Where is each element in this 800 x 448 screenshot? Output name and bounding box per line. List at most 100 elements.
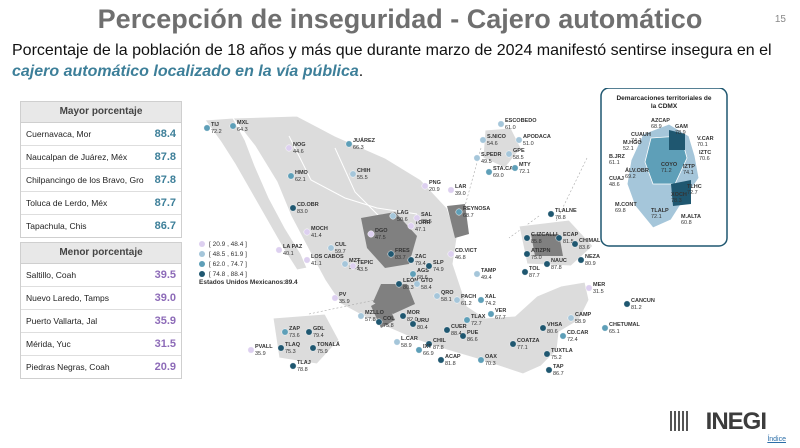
city-value: 80.6 [547, 329, 558, 335]
city-dot [547, 210, 555, 218]
city-value: 86.6 [467, 337, 478, 343]
cdmx-district-label: M.CONT [615, 202, 637, 208]
city-label: CHIL [433, 338, 446, 344]
city-dot [567, 314, 575, 322]
city-value: 20.9 [154, 361, 176, 373]
city-label: TONALÁ [317, 341, 340, 348]
table-row: Toluca de Lerdo, Méx 87.7 [21, 192, 181, 215]
cdmx-district-value: 52.1 [623, 146, 634, 152]
city-value: 87.8 [433, 345, 444, 351]
city-label: TIJ [211, 122, 219, 128]
city-dot [433, 292, 441, 300]
city-value: 35.9 [339, 299, 350, 305]
city-value: 58.4 [421, 285, 432, 291]
city-value: 80.4 [417, 325, 428, 331]
city-dot [539, 324, 547, 332]
city-dot [303, 256, 311, 264]
city-value: 87.8 [154, 151, 176, 163]
city-name: Nuevo Laredo, Tamps [26, 293, 110, 303]
table-row: Nuevo Laredo, Tamps 39.0 [21, 287, 181, 310]
city-dot [285, 144, 293, 152]
city-dot [349, 170, 357, 178]
city-dot [413, 214, 421, 222]
city-value: 75.0 [531, 255, 542, 261]
city-dot [463, 316, 471, 324]
city-label: PACH [461, 294, 476, 300]
city-value: 78.8 [555, 215, 566, 221]
city-value: 51.0 [523, 141, 534, 147]
cdmx-district-label: IZTP [683, 164, 695, 170]
subtitle: Porcentaje de la población de 18 años y … [12, 40, 792, 82]
city-value: 72.7 [471, 321, 482, 327]
city-dot [473, 270, 481, 278]
city-dot [203, 124, 211, 132]
city-value: 39.0 [154, 292, 176, 304]
city-value: 41.4 [311, 233, 322, 239]
national-value: 89.4 [285, 279, 298, 286]
city-label: TOL [529, 266, 541, 272]
city-name: Cuernavaca, Mor [26, 129, 92, 139]
city-value: 83.6 [579, 245, 590, 251]
city-name: Naucalpan de Juárez, Méx [26, 152, 128, 162]
city-name: Mérida, Yuc [26, 339, 71, 349]
city-label: ZAC [415, 254, 426, 260]
city-dot [341, 260, 349, 268]
city-value: 39.0 [455, 191, 466, 197]
city-value: 75.8 [383, 323, 394, 329]
city-label: CUER [451, 324, 467, 330]
city-label: COL [383, 316, 395, 322]
cdmx-district-value: 68.9 [651, 124, 662, 130]
city-label: PUE [467, 330, 479, 336]
cdmx-district-value: 71.2 [661, 168, 672, 174]
city-label: NEZA [585, 254, 600, 260]
city-label: CHETUMAL [609, 322, 640, 328]
cdmx-district-value: 69.8 [615, 208, 626, 214]
mexico-map: Demarcaciones territoriales de la CDMX A… [199, 88, 728, 377]
cdmx-district-value: 78.9 [675, 130, 686, 136]
legend-label-2: [ 48.5 , 61.9 ] [209, 251, 247, 258]
city-dot [555, 234, 563, 242]
legend-swatch-2 [199, 251, 205, 257]
cdmx-title-1: Demarcaciones territoriales de [616, 95, 711, 102]
city-dot [393, 338, 401, 346]
cdmx-district-value: 48.6 [609, 182, 620, 188]
city-dot [349, 262, 357, 270]
index-link[interactable]: Índice [767, 436, 786, 443]
city-label: COATZA [517, 338, 540, 344]
city-value: 80.9 [585, 261, 596, 267]
city-label: S.PEDR [481, 152, 502, 158]
city-value: 66.3 [353, 145, 364, 151]
city-label: AGS [417, 268, 429, 274]
city-label: L.CAR [401, 336, 418, 342]
subtitle-end: . [358, 63, 364, 80]
city-label: VHSA [547, 322, 562, 328]
city-dot [289, 362, 297, 370]
city-value: 49.5 [481, 159, 492, 165]
city-dot [521, 268, 529, 276]
cdmx-district-label: CUAUH [631, 132, 651, 138]
city-dot [543, 260, 551, 268]
city-name: Puerto Vallarta, Jal [26, 316, 98, 326]
city-dot [247, 346, 255, 354]
city-label: ACAP [445, 354, 461, 360]
city-dot [485, 168, 493, 176]
city-name: Toluca de Lerdo, Méx [26, 198, 108, 208]
city-value: 74.2 [485, 301, 496, 307]
